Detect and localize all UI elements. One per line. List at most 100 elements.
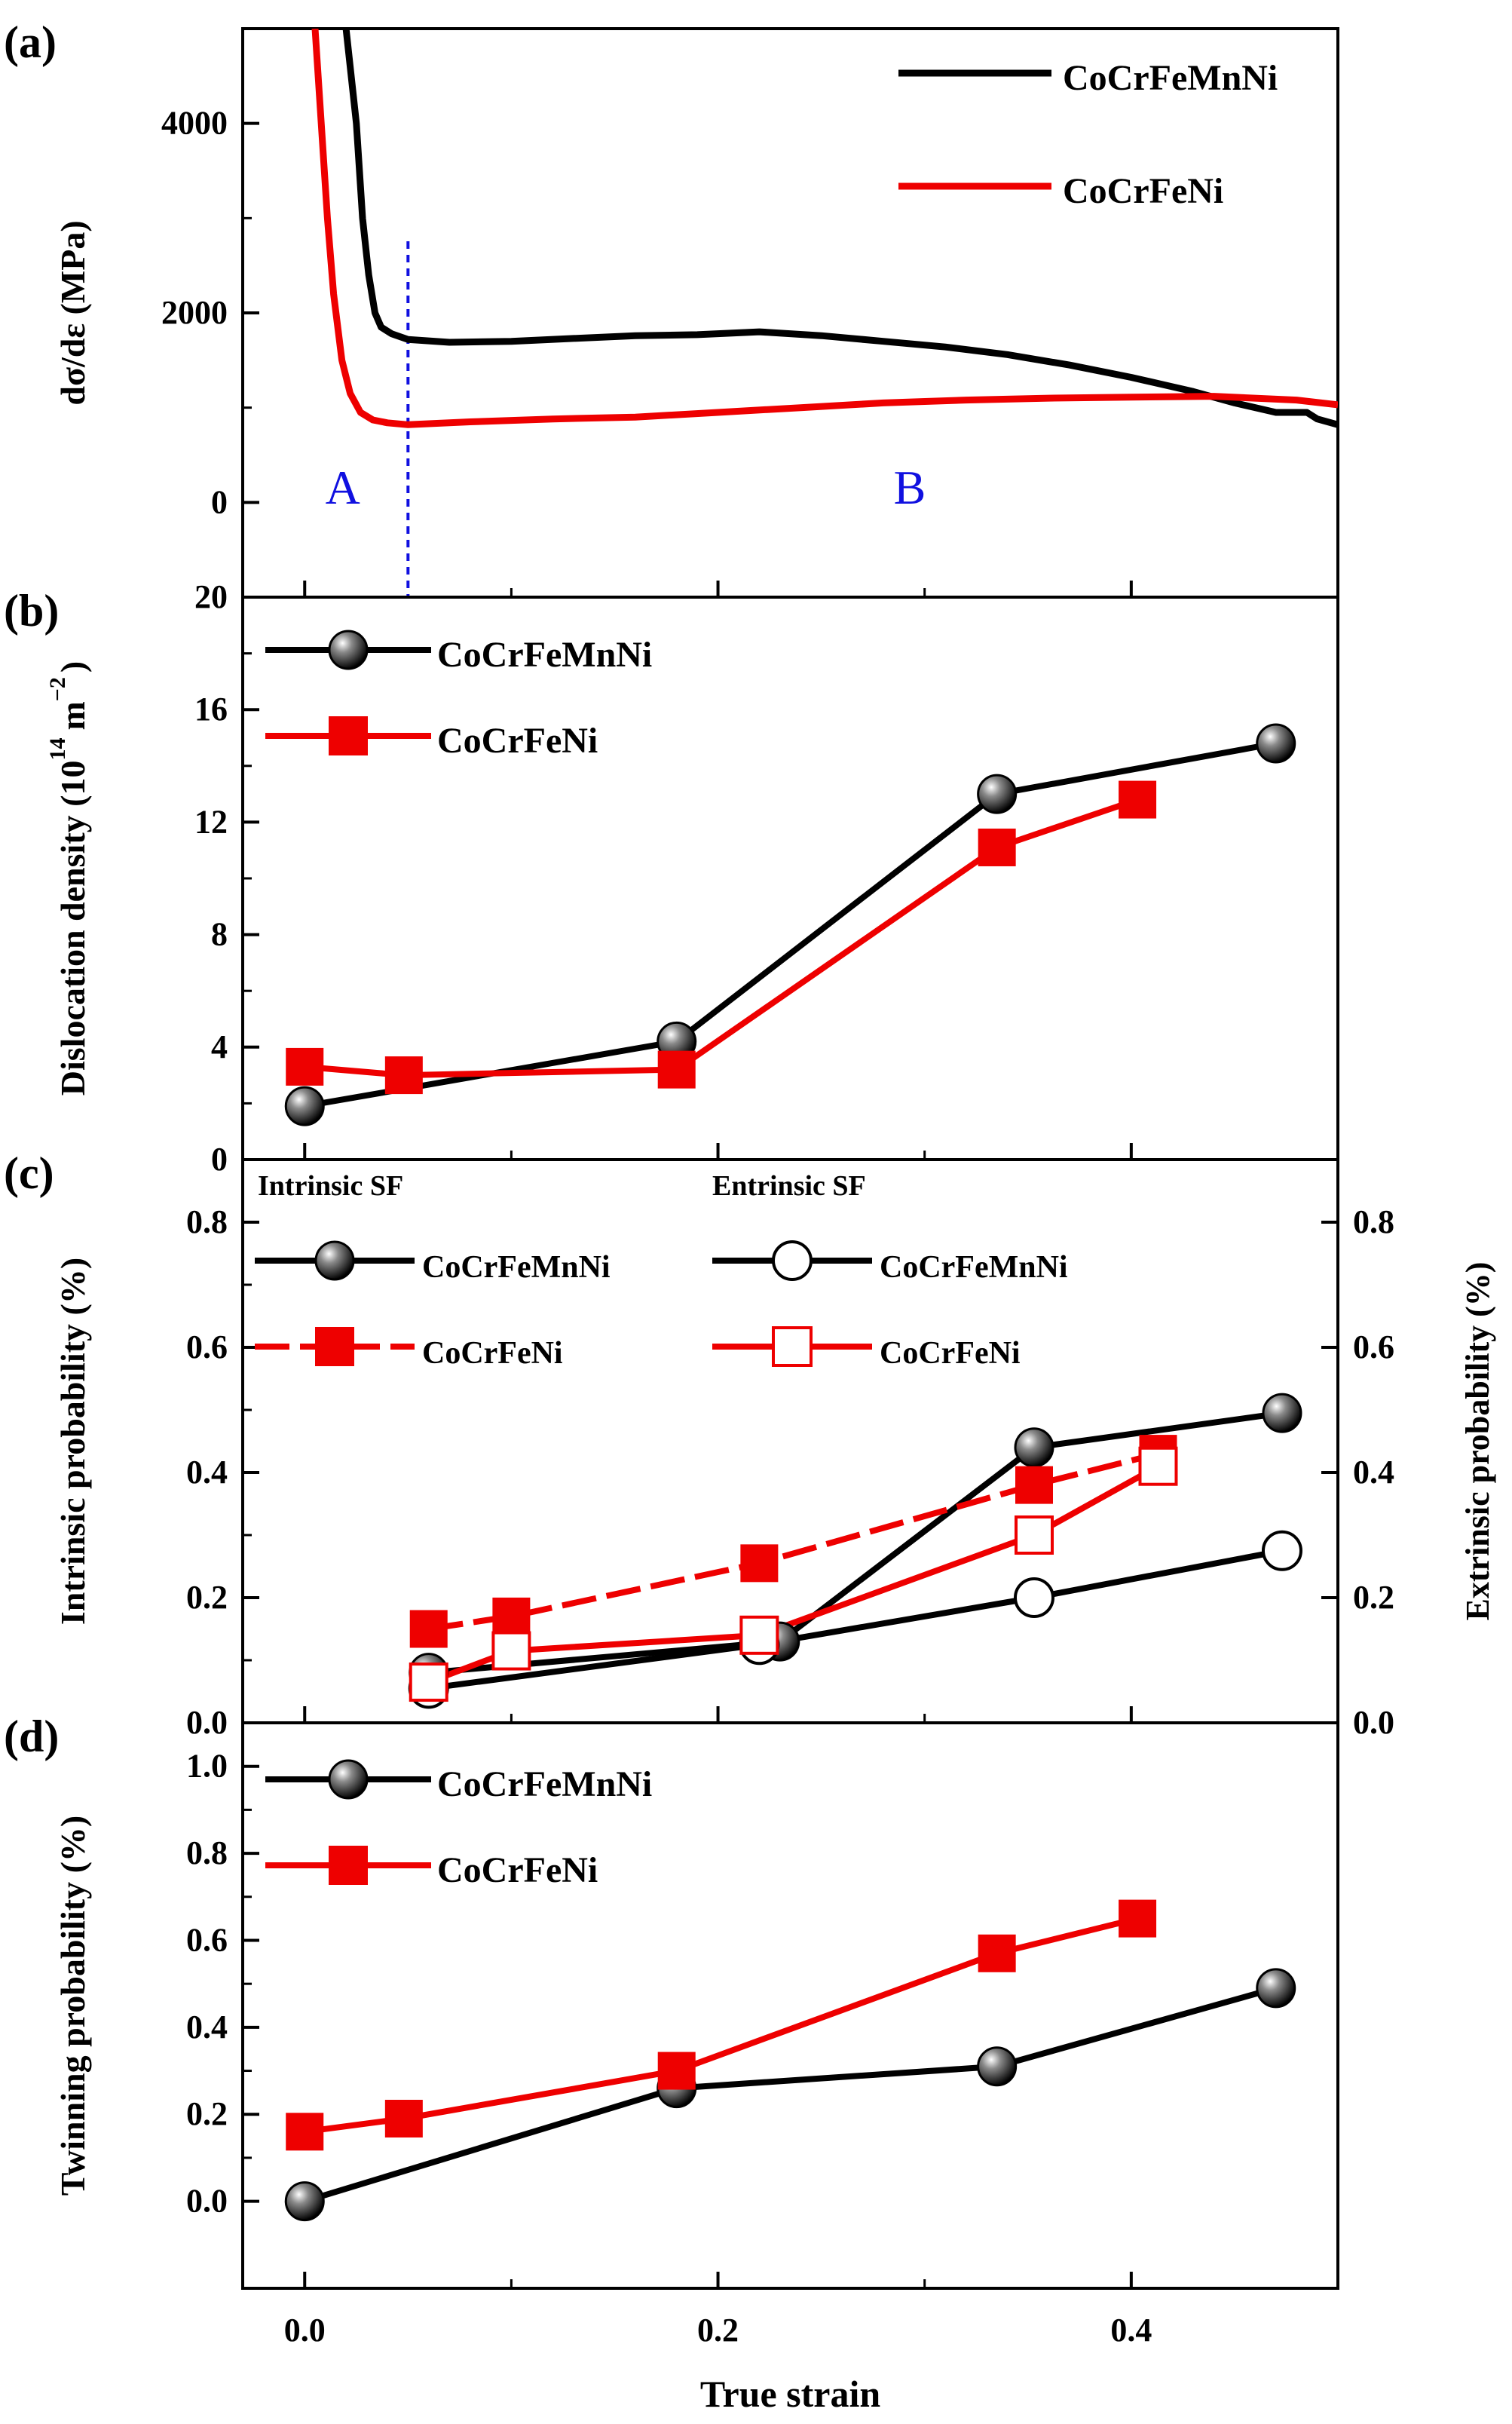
y-tick-label: 4 [211, 1028, 228, 1065]
data-point-CoCrFeNi [1119, 1899, 1157, 1938]
legend-marker [772, 1240, 813, 1281]
data-point-CoCrFeNi [491, 1631, 531, 1671]
panel-3: (c) 0.0 0.2 0.4 0.6 0.8 0.0 0.2 0.4 0.6 0.8 Extrins… [4, 1148, 1496, 1741]
data-area [311, 29, 1338, 597]
legend-label: CoCrFeNi [422, 1336, 563, 1371]
y-tick-label: 0 [211, 1141, 228, 1178]
panel-4: (d) 0.0 0.2 0.4 0.6 0.8 1.0 Twinning probabilit… [4, 1712, 1339, 2290]
data-point-CoCrFeMnNi [1014, 1427, 1054, 1468]
y2-tick-label: 0.8 [1353, 1203, 1394, 1240]
legend-label: CoCrFeMnNi [437, 635, 652, 675]
legend-marker [328, 1759, 369, 1800]
y-tick-label: 0.0 [186, 1704, 228, 1741]
x-tick-label: 0.2 [697, 2312, 739, 2349]
x-axis-label: True strain [700, 2373, 881, 2415]
legend-marker [329, 716, 368, 755]
y-tick-label: 0.2 [186, 1579, 228, 1616]
y-tick-label: 4000 [161, 105, 228, 142]
data-area [284, 723, 1296, 1126]
y-axis-label-mid: m [54, 701, 92, 730]
y-tick-label: 0.8 [186, 1834, 228, 1871]
y-tick-label: 0.4 [186, 2009, 228, 2046]
y-tick-label: 0.6 [186, 1328, 228, 1365]
data-point-CoCrFeNi [1015, 1466, 1053, 1504]
legend-label: CoCrFeMnNi [437, 1764, 652, 1804]
data-point-CoCrFeMnNi [284, 1086, 325, 1126]
y2-tick-label: 0.0 [1353, 1704, 1394, 1741]
y-tick-label: 16 [194, 691, 228, 728]
data-point-CoCrFeMnNi [1262, 1393, 1302, 1433]
legend-marker [772, 1326, 813, 1367]
y-axis-label: Twinning probability (%) [54, 1816, 92, 2196]
legend: CoCrFeMnNi CoCrFeNi [265, 1759, 652, 1890]
data-point-CoCrFeNi [978, 828, 1016, 866]
panel-label: (d) [4, 1712, 59, 1761]
data-point-CoCrFeNi [492, 1597, 531, 1635]
data-point-CoCrFeNi [409, 1662, 448, 1702]
series-line-extrinsic-CoCrFeMnNi [428, 1547, 1283, 1692]
panel-label: (c) [4, 1148, 54, 1198]
legend-marker [329, 1846, 368, 1885]
data-point-CoCrFeNi [657, 1050, 696, 1089]
legend: CoCrFeMnNi CoCrFeNi [898, 58, 1278, 211]
data-point-CoCrFeNi [1014, 1515, 1054, 1555]
y2-tick-label: 0.4 [1353, 1454, 1394, 1491]
data-point-CoCrFeMnNi [1256, 1968, 1296, 2009]
legend-label: CoCrFeMnNi [880, 1250, 1068, 1285]
legend-label: CoCrFeNi [880, 1336, 1021, 1371]
y-tick-label: 0.8 [186, 1203, 228, 1240]
legend-label: CoCrFeMnNi [422, 1250, 611, 1285]
panel-label: (b) [4, 586, 59, 636]
y-axis-label-exp1: 14 [45, 738, 70, 761]
data-point-CoCrFeMnNi [284, 2181, 325, 2222]
region-label-B: B [894, 461, 926, 514]
series-line-CoCrFeMnNi [342, 29, 1338, 428]
y-axis-label-exp2: −2 [45, 677, 70, 701]
data-area [408, 1393, 1302, 1709]
y-axis-label: Dislocation density (1014 m−2) [45, 661, 92, 1096]
region-label-A: A [326, 461, 360, 514]
data-point-CoCrFeMnNi [1261, 1530, 1302, 1571]
y-axis-label-end: ) [54, 661, 92, 673]
x-tick-label: 0.0 [284, 2312, 326, 2349]
y-tick-label: 0.2 [186, 2095, 228, 2132]
data-point-CoCrFeNi [740, 1544, 779, 1583]
y-tick-label: 0 [211, 483, 228, 520]
legend-label: CoCrFeNi [437, 721, 598, 761]
y-tick-label: 12 [194, 803, 228, 840]
panel-2: (b) 0 4 8 12 16 20 Dislocation density (1014 m−2… [4, 578, 1339, 1178]
data-point-CoCrFeNi [978, 1934, 1016, 1972]
y-tick-label: 20 [194, 578, 228, 615]
legend-marker [314, 1240, 355, 1281]
data-point-CoCrFeNi [286, 1047, 324, 1086]
data-point-CoCrFeNi [384, 1056, 423, 1095]
y2-tick-label: 0.2 [1353, 1579, 1394, 1616]
y-axis-label: dσ/dε (MPa) [54, 220, 92, 405]
group-label-extrinsic: Entrinsic SF [712, 1170, 866, 1202]
data-point-CoCrFeNi [384, 2100, 423, 2137]
y-tick-label: 0.4 [186, 1454, 228, 1491]
series-line-CoCrFeNi [311, 29, 1338, 428]
legend: Intrinsic SF Entrinsic SF CoCrFeMnNi CoCrFe… [255, 1170, 1068, 1371]
x-tick-label: 0.4 [1110, 2312, 1152, 2349]
data-point-CoCrFeNi [286, 2113, 324, 2151]
y-tick-label: 0.6 [186, 1921, 228, 1958]
legend: CoCrFeMnNi CoCrFeNi [265, 630, 652, 761]
y-tick-label: 0.0 [186, 2183, 228, 2220]
y2-axis-label: Extrinsic probability (%) [1459, 1262, 1496, 1621]
legend-marker [315, 1327, 354, 1366]
data-area [284, 1899, 1296, 2222]
panel-label: (a) [4, 17, 57, 67]
data-point-CoCrFeNi [409, 1610, 448, 1648]
legend-label: CoCrFeMnNi [1063, 58, 1278, 98]
data-point-CoCrFeNi [1119, 780, 1157, 819]
data-point-CoCrFeNi [657, 2052, 696, 2090]
data-point-CoCrFeNi [1138, 1446, 1178, 1486]
legend-label: CoCrFeNi [1063, 171, 1223, 211]
y2-tick-label: 0.6 [1353, 1328, 1394, 1365]
group-label-intrinsic: Intrinsic SF [258, 1170, 403, 1202]
y-tick-label: 1.0 [186, 1748, 228, 1785]
plot-frame [241, 1721, 1339, 2290]
y-tick-label: 2000 [161, 294, 228, 331]
